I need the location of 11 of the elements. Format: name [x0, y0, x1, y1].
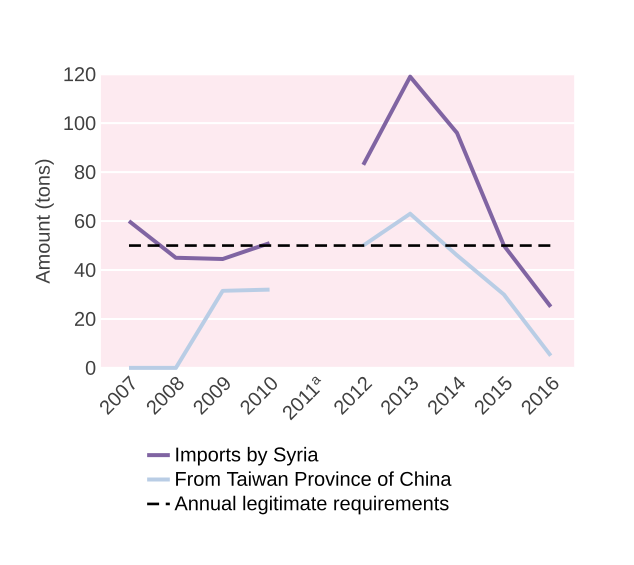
legend-label: Imports by Syria [176, 446, 318, 466]
y-tick-label: 0 [86, 360, 96, 376]
y-tick-label: 100 [64, 116, 96, 130]
y-tick-label: 120 [64, 67, 96, 82]
legend-label: From Taiwan Province of China [176, 471, 452, 486]
y-tick-label: 80 [74, 165, 96, 180]
y-tick-label: 60 [75, 214, 96, 228]
y-axis-title: Amount (tons) [35, 160, 54, 284]
y-tick-label: 40 [74, 263, 96, 278]
y-tick-label: 20 [74, 312, 96, 326]
legend-label: Annual legitimate requirements [174, 496, 449, 514]
